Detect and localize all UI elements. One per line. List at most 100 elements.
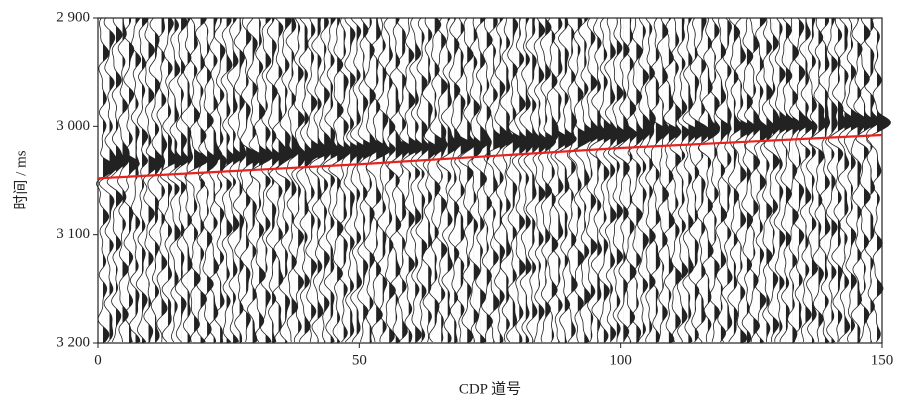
trace-wiggle <box>855 17 875 343</box>
trace-wiggle <box>117 17 130 342</box>
trace-wiggle <box>808 17 827 343</box>
trace-wiggle <box>467 18 483 342</box>
trace-wiggle <box>850 17 869 343</box>
x-axis-label: CDP 道号 <box>459 380 521 397</box>
trace-wiggle <box>285 17 301 343</box>
trace-fill <box>272 18 281 343</box>
trace-fill <box>473 18 483 343</box>
trace-fill <box>499 18 511 343</box>
trace-wiggle <box>565 18 578 343</box>
trace-wiggle <box>291 17 307 343</box>
trace-wiggle <box>754 18 770 343</box>
trace-wiggle <box>128 17 142 342</box>
trace-wiggle <box>356 17 378 343</box>
trace-fill <box>363 18 378 343</box>
trace-wiggle <box>122 17 140 343</box>
trace-wiggle <box>387 17 406 343</box>
trace-fill <box>441 18 448 343</box>
trace-wiggle <box>721 17 733 343</box>
trace-wiggle <box>383 17 396 343</box>
trace-wiggle <box>656 17 671 343</box>
trace-fill <box>369 18 378 343</box>
trace-wiggle <box>296 17 316 343</box>
trace-wiggle <box>437 17 460 343</box>
trace-fill <box>415 18 424 343</box>
y-tick-label: 3 100 <box>56 226 90 242</box>
trace-wiggle <box>806 17 819 343</box>
trace-wiggle <box>662 17 681 343</box>
trace-wiggle <box>613 17 633 343</box>
trace-wiggle <box>649 17 669 343</box>
trace-fill <box>733 18 742 343</box>
trace-fill <box>434 18 448 343</box>
trace-fill <box>759 18 769 343</box>
trace-wiggle <box>732 17 754 343</box>
trace-wiggle <box>511 17 529 343</box>
trace-fill <box>863 18 875 343</box>
trace-wiggle <box>180 17 194 343</box>
trace-wiggle <box>259 17 274 343</box>
trace-fill <box>285 18 294 343</box>
trace-fill <box>727 18 733 343</box>
trace-wiggle <box>106 17 125 343</box>
trace-wiggle <box>239 17 261 343</box>
trace-wiggle <box>554 17 577 343</box>
trace-wiggle <box>184 17 209 343</box>
trace-fill <box>720 18 732 343</box>
trace-fill <box>486 18 493 343</box>
x-tick-label: 0 <box>94 352 102 368</box>
trace-wiggle <box>682 17 700 343</box>
trace-wiggle <box>483 17 508 343</box>
trace-wiggle <box>866 17 891 343</box>
y-tick-label: 3 200 <box>56 334 90 350</box>
trace-fill <box>571 18 578 343</box>
trace-wiggle <box>343 17 362 343</box>
trace-wiggle <box>409 17 424 343</box>
trace-fill <box>122 18 130 343</box>
horizon-line <box>97 133 883 180</box>
trace-fill <box>811 18 818 343</box>
trace-wiggle <box>96 17 115 343</box>
trace-fill <box>610 18 620 343</box>
trace-wiggle <box>142 17 160 343</box>
trace-wiggle <box>763 17 782 343</box>
trace-wiggle <box>625 17 638 343</box>
trace-wiggle <box>676 17 690 343</box>
trace-wiggle <box>453 17 474 343</box>
trace-wiggle <box>275 17 295 343</box>
trace-fill <box>207 18 218 343</box>
trace-wiggle <box>147 17 165 343</box>
trace-fill <box>746 18 756 343</box>
trace-fill <box>239 18 246 343</box>
trace-fill <box>103 18 115 343</box>
trace-wiggle <box>575 17 599 343</box>
trace-fill <box>688 18 699 343</box>
trace-wiggle <box>588 17 609 343</box>
trace-wiggle <box>708 17 721 343</box>
y-axis-label: 时间 / ms <box>12 150 29 209</box>
trace-fill <box>675 18 682 343</box>
trace-wiggle <box>305 17 325 343</box>
trace-wiggle <box>546 17 559 343</box>
trace-fill <box>512 18 524 343</box>
trace-fill <box>831 18 838 343</box>
trace-fill <box>155 18 165 343</box>
trace-fill <box>408 18 422 343</box>
trace-wiggle <box>744 17 762 342</box>
trace-fill <box>824 18 830 343</box>
trace-fill <box>337 18 349 343</box>
trace-fill <box>278 18 290 343</box>
trace-fill <box>792 18 802 343</box>
trace-fill <box>226 18 235 343</box>
trace-wiggle <box>715 17 732 343</box>
trace-wiggle <box>818 17 831 343</box>
trace-wiggle <box>167 17 184 343</box>
trace-fill <box>324 18 332 343</box>
trace-wiggle <box>471 17 490 343</box>
trace-wiggle <box>837 17 857 343</box>
trace-wiggle <box>458 17 476 343</box>
trace-fill <box>389 18 396 343</box>
trace-fill <box>148 18 160 343</box>
y-tick-label: 3 000 <box>56 118 90 134</box>
plot-frame <box>97 17 883 344</box>
